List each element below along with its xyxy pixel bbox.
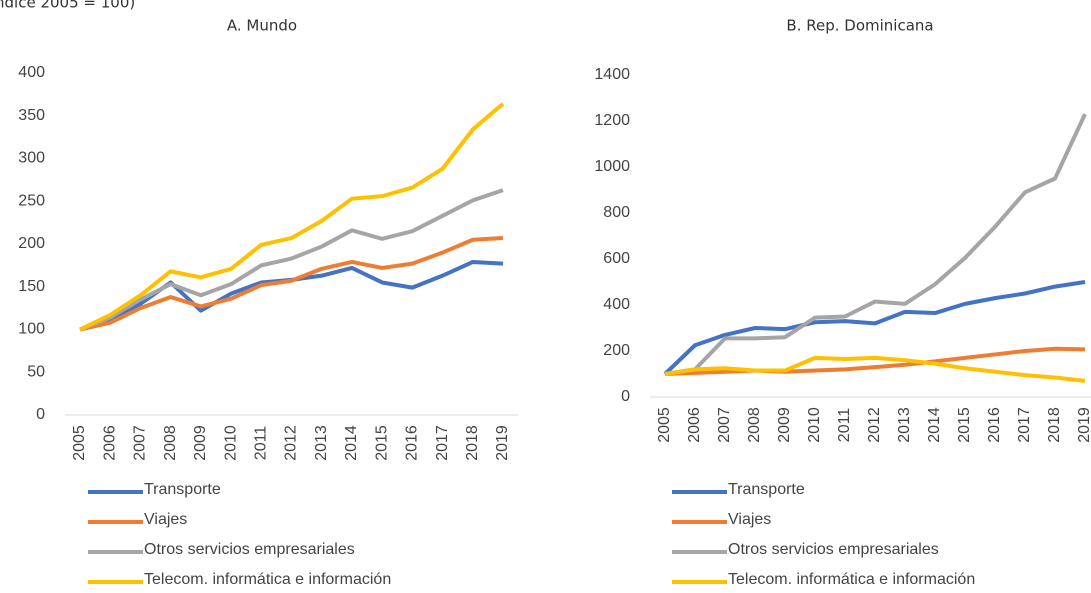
x-tick-label: 2012 bbox=[283, 425, 300, 461]
y-tick-label: 400 bbox=[18, 64, 45, 81]
legend-label: Otros servicios empresariales bbox=[728, 541, 939, 558]
x-tick-label: 2008 bbox=[746, 407, 763, 443]
x-tick-label: 2011 bbox=[253, 426, 270, 461]
x-tick-label: 2006 bbox=[686, 407, 703, 443]
series-line bbox=[79, 236, 504, 332]
x-tick-label: 2016 bbox=[986, 407, 1003, 443]
series-line bbox=[664, 346, 1086, 376]
y-tick-label: 0 bbox=[36, 406, 45, 423]
x-tick-label: 2010 bbox=[222, 425, 239, 461]
series-line bbox=[664, 355, 1086, 383]
x-tick-label: 2017 bbox=[434, 425, 451, 461]
x-tick-label: 2005 bbox=[71, 425, 88, 461]
y-tick-label: 200 bbox=[18, 235, 45, 252]
x-tick-label: 2014 bbox=[343, 425, 360, 461]
legend-label: Transporte bbox=[728, 481, 805, 498]
x-tick-label: 2007 bbox=[716, 407, 733, 443]
x-tick-label: 2018 bbox=[464, 425, 481, 461]
x-tick-label: 2010 bbox=[806, 407, 823, 443]
y-tick-label: 400 bbox=[603, 296, 630, 313]
x-tick-label: 2012 bbox=[866, 407, 883, 443]
x-tick-label: 2009 bbox=[192, 425, 209, 461]
x-tick-label: 2015 bbox=[956, 407, 973, 443]
y-tick-label: 100 bbox=[18, 321, 45, 338]
legend-label: Telecom. informática e información bbox=[728, 571, 975, 588]
x-tick-label: 2008 bbox=[162, 425, 179, 461]
y-tick-label: 250 bbox=[18, 192, 45, 209]
x-tick-label: 2011 bbox=[836, 408, 853, 443]
x-tick-label: 2017 bbox=[1016, 407, 1033, 443]
y-tick-label: 1400 bbox=[594, 66, 630, 83]
legend-label: Viajes bbox=[144, 511, 187, 528]
legend-label: Transporte bbox=[144, 481, 221, 498]
series-line bbox=[79, 259, 504, 332]
legend-label: Telecom. informática e información bbox=[144, 571, 391, 588]
x-tick-label: 2019 bbox=[1076, 407, 1091, 443]
series-line bbox=[79, 102, 505, 332]
x-tick-label: 2013 bbox=[896, 407, 913, 443]
x-tick-label: 2006 bbox=[101, 425, 118, 461]
y-tick-label: 300 bbox=[18, 150, 45, 167]
chart-title: A. Mundo bbox=[227, 17, 297, 35]
y-tick-label: 0 bbox=[621, 388, 630, 405]
x-tick-label: 2018 bbox=[1046, 407, 1063, 443]
x-tick-label: 2015 bbox=[373, 425, 390, 461]
y-tick-label: 150 bbox=[18, 278, 45, 295]
series-line bbox=[79, 188, 504, 332]
x-tick-label: 2013 bbox=[313, 425, 330, 461]
y-tick-label: 600 bbox=[603, 250, 630, 267]
chart-title: B. Rep. Dominicana bbox=[786, 17, 933, 35]
x-tick-label: 2014 bbox=[926, 407, 943, 443]
subtitle: (índice 2005 = 100) bbox=[0, 0, 135, 12]
y-tick-label: 50 bbox=[27, 363, 45, 380]
legend-label: Otros servicios empresariales bbox=[144, 541, 355, 558]
x-tick-label: 2009 bbox=[776, 407, 793, 443]
series-line bbox=[664, 113, 1087, 376]
x-tick-label: 2007 bbox=[132, 425, 149, 461]
x-tick-label: 2005 bbox=[656, 407, 673, 443]
legend-label: Viajes bbox=[728, 511, 771, 528]
y-tick-label: 800 bbox=[603, 204, 630, 221]
series-line bbox=[663, 280, 1086, 376]
y-tick-label: 200 bbox=[603, 342, 630, 359]
x-tick-label: 2016 bbox=[404, 425, 421, 461]
y-tick-label: 1200 bbox=[594, 112, 630, 129]
y-tick-label: 1000 bbox=[594, 158, 630, 175]
y-tick-label: 350 bbox=[18, 107, 45, 124]
x-tick-label: 2019 bbox=[494, 425, 511, 461]
